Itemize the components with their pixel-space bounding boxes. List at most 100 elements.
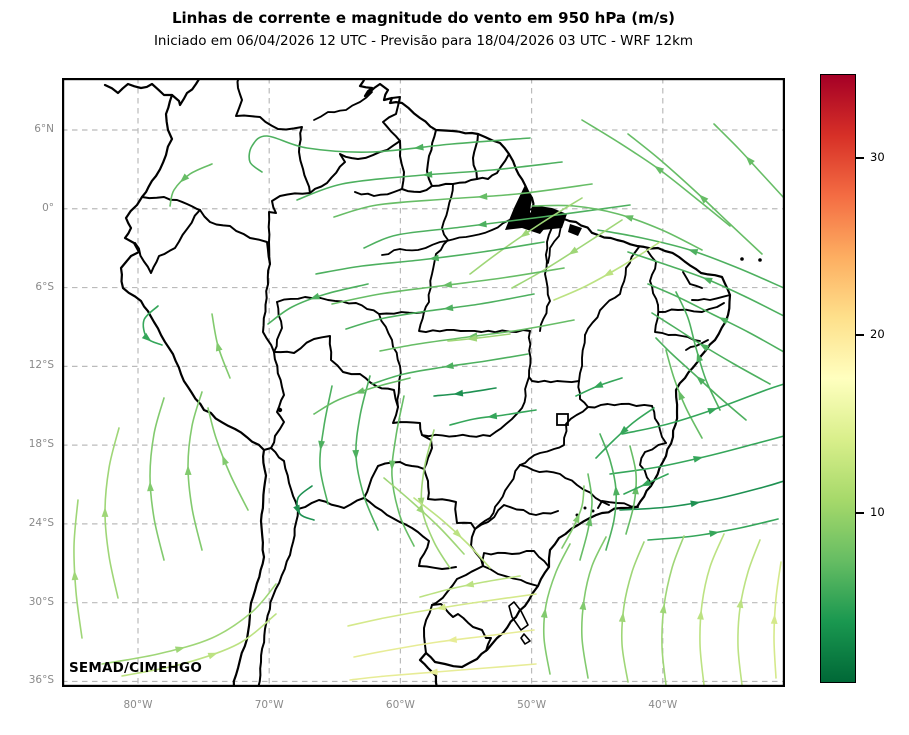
streamline — [433, 387, 497, 397]
streamline-arrow — [487, 412, 498, 420]
colorbar — [820, 74, 856, 683]
state-border — [273, 301, 283, 353]
streamline-arrow — [141, 332, 152, 342]
streamline-arrow — [428, 254, 440, 262]
lon-tick-label: 80°W — [123, 699, 153, 711]
streamline — [363, 204, 631, 249]
lat-tick-label: 24°S — [28, 516, 54, 529]
streamline-arrow — [687, 249, 699, 256]
streamline — [579, 473, 593, 561]
state-border — [519, 464, 610, 506]
streamline-arrow — [446, 636, 458, 643]
streamline — [104, 427, 120, 599]
streamline-arrow — [678, 390, 686, 401]
streamline — [621, 383, 785, 435]
colorbar-tick-label: 30 — [870, 149, 885, 164]
streamline — [267, 283, 369, 325]
streamline-arrow — [463, 580, 475, 588]
country-border — [297, 497, 365, 510]
river-line — [547, 219, 563, 264]
streamline-arrow — [613, 485, 620, 496]
streamline-arrow — [416, 505, 426, 515]
streamline-arrow — [520, 229, 531, 238]
streamline — [349, 663, 537, 681]
lat-tick-label: 6°S — [35, 280, 54, 293]
state-border — [646, 249, 659, 306]
streamline — [211, 313, 231, 379]
streamline-arrow — [709, 530, 720, 538]
streamline — [142, 305, 163, 346]
country-border — [273, 335, 433, 470]
country-border — [199, 209, 271, 265]
country-border — [134, 209, 201, 274]
streamline — [542, 543, 571, 675]
colorbar-tick-label: 10 — [870, 505, 885, 520]
lon-tick-label: 40°W — [648, 699, 678, 711]
lat-tick-label: 6°N — [34, 123, 54, 135]
streamline-arrow — [435, 603, 447, 611]
streamline-arrow — [422, 171, 433, 178]
streamline-arrow — [443, 304, 454, 312]
country-border — [363, 461, 425, 499]
streamline-arrow — [579, 599, 587, 610]
lat-tick-label: 36°S — [28, 674, 54, 687]
island-dot — [583, 506, 587, 510]
df-square — [556, 413, 569, 426]
river-line — [313, 91, 373, 121]
lat-tick-label: 0° — [42, 201, 54, 214]
coastline — [119, 93, 268, 687]
streamline-arrow — [696, 375, 706, 386]
streamline — [296, 161, 563, 201]
streamline-arrow — [427, 668, 438, 676]
streamline-arrow — [442, 281, 453, 288]
island-dot — [591, 509, 595, 513]
streamline-arrow — [745, 156, 755, 166]
streamline — [647, 518, 779, 541]
state-border — [354, 188, 403, 197]
country-border — [423, 604, 433, 654]
page-subtitle: Iniciado em 06/04/2026 12 UTC - Previsão… — [153, 33, 694, 49]
streamline-arrow — [572, 513, 580, 524]
country-border — [309, 140, 401, 194]
streamline-arrow — [593, 381, 604, 388]
streamline-arrow — [697, 609, 704, 620]
streamline-arrow — [174, 646, 186, 654]
streamline — [447, 333, 511, 342]
country-border — [363, 497, 457, 570]
state-border — [577, 380, 653, 409]
streamline-arrow — [619, 425, 629, 436]
state-border — [578, 334, 586, 382]
streamline — [531, 204, 703, 251]
streamline-arrow — [718, 317, 729, 325]
streamline — [248, 135, 531, 173]
streamline — [655, 337, 747, 421]
streamline-arrow — [354, 387, 366, 394]
streamline-arrow — [309, 292, 321, 300]
country-border — [141, 196, 201, 211]
streamline-arrow — [443, 362, 454, 369]
state-border — [481, 550, 550, 568]
lat-tick-label: 12°S — [28, 359, 54, 372]
streamline — [699, 533, 725, 686]
streamline-arrow — [476, 220, 487, 228]
coastline — [103, 78, 202, 107]
streamline — [619, 480, 785, 511]
state-border — [489, 376, 530, 437]
streamline-arrow — [477, 193, 488, 200]
streamline-arrow — [707, 408, 718, 415]
colorbar-tick-label: 20 — [870, 327, 885, 342]
country-border — [431, 545, 484, 606]
streamline — [149, 397, 165, 561]
streamline — [383, 477, 465, 555]
country-border — [257, 508, 299, 687]
country-border — [476, 153, 510, 180]
streamline — [333, 183, 593, 218]
coastline — [358, 78, 732, 687]
streamline-arrow — [452, 528, 463, 539]
streamline-arrow — [453, 389, 464, 397]
country-border — [270, 447, 299, 510]
streamline-arrow — [654, 165, 665, 175]
country-border — [235, 78, 311, 194]
island-dot — [758, 258, 762, 262]
state-border — [539, 221, 555, 332]
